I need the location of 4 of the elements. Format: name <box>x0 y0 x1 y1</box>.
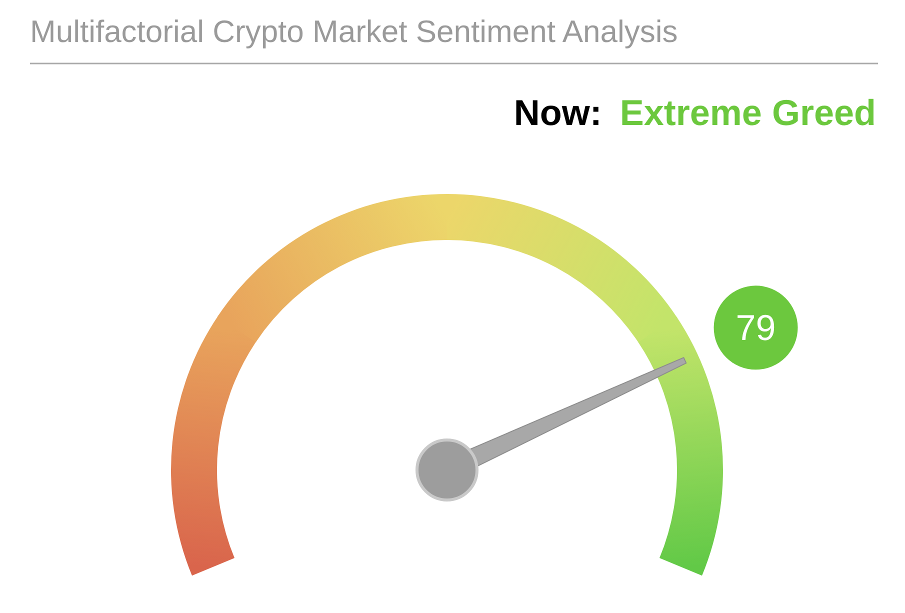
data-label: 79 <box>736 307 776 348</box>
text: Multifactorial Crypto Market Sentiment Analysis <box>30 14 678 49</box>
text: Now: <box>514 92 602 133</box>
text: Extreme Greed <box>620 92 876 133</box>
